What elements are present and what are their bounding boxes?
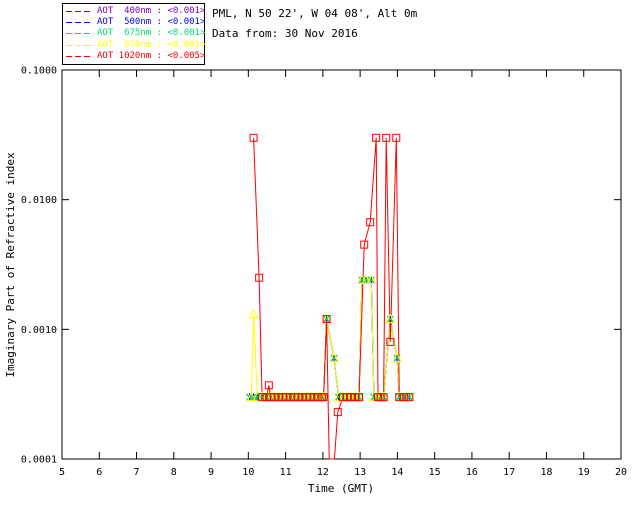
series-marker-1020nm bbox=[372, 133, 381, 142]
series-line-1020nm bbox=[253, 137, 410, 460]
series-marker-870nm bbox=[329, 352, 339, 363]
series-marker-1020nm bbox=[386, 337, 395, 346]
series-marker-675nm bbox=[386, 315, 394, 323]
x-tick-label: 20 bbox=[615, 467, 627, 478]
series-marker-1020nm bbox=[294, 393, 303, 402]
series-marker-1020nm bbox=[258, 393, 267, 402]
series-marker-1020nm bbox=[249, 133, 258, 142]
x-tick-label: 9 bbox=[208, 467, 214, 478]
series-marker-1020nm bbox=[366, 218, 375, 227]
x-axis-label: Time (GMT) bbox=[308, 482, 374, 495]
series-marker-870nm bbox=[248, 308, 259, 319]
series-marker-1020nm bbox=[306, 393, 315, 402]
series-marker-870nm bbox=[361, 274, 371, 285]
legend-dash-sample-icon bbox=[66, 44, 92, 46]
series-line-870nm bbox=[250, 279, 410, 398]
y-tick-label: 0.0010 bbox=[21, 325, 57, 336]
series-marker-870nm bbox=[366, 274, 377, 285]
legend-item-label: AOT 870nm : <0.001> bbox=[97, 39, 206, 50]
x-tick-label: 19 bbox=[578, 467, 590, 478]
x-tick-label: 7 bbox=[134, 467, 140, 478]
legend-item-label: AOT 400nm : <0.001> bbox=[97, 6, 206, 16]
series-marker-1020nm bbox=[346, 393, 355, 402]
series-marker-1020nm bbox=[298, 393, 307, 402]
legend-item-870nm: AOT 870nm : <0.001> bbox=[65, 39, 206, 51]
series-marker-870nm bbox=[246, 391, 257, 402]
legend-dash-sample-icon bbox=[66, 33, 92, 35]
series-marker-1020nm bbox=[355, 393, 364, 402]
x-tick-label: 11 bbox=[280, 467, 292, 478]
series-marker-675nm bbox=[330, 354, 338, 362]
legend-item-1020nm: AOT 1020nm : <0.005> bbox=[65, 50, 206, 62]
legend-item-label: AOT 675nm : <0.001> bbox=[97, 28, 206, 39]
series-marker-1020nm bbox=[379, 393, 388, 402]
series-marker-1020nm bbox=[392, 133, 401, 142]
x-tick-label: 6 bbox=[96, 467, 102, 478]
series-marker-1020nm bbox=[338, 393, 347, 402]
x-tick-label: 16 bbox=[466, 467, 478, 478]
legend-item-400nm: AOT 400nm : <0.001> bbox=[65, 6, 206, 17]
series-marker-675nm bbox=[355, 393, 363, 401]
y-tick-label: 0.0001 bbox=[21, 455, 57, 466]
series-marker-870nm bbox=[385, 313, 396, 324]
legend-dash-sample-icon bbox=[66, 11, 92, 13]
x-tick-label: 10 bbox=[242, 467, 254, 478]
series-marker-870nm bbox=[392, 352, 402, 363]
series-marker-1020nm bbox=[319, 393, 328, 402]
series-marker-675nm bbox=[393, 354, 401, 362]
legend-item-500nm: AOT 500nm : <0.001> bbox=[65, 17, 206, 28]
series-marker-1020nm bbox=[286, 393, 295, 402]
series-marker-1020nm bbox=[255, 273, 264, 282]
legend-item-675nm: AOT 675nm : <0.001> bbox=[65, 28, 206, 39]
x-tick-label: 18 bbox=[540, 467, 552, 478]
x-tick-label: 12 bbox=[317, 467, 329, 478]
y-axis-label: Imaginary Part of Refractive index bbox=[4, 152, 17, 378]
series-marker-1020nm bbox=[333, 408, 342, 417]
x-tick-label: 5 bbox=[59, 467, 65, 478]
series-marker-1020nm bbox=[382, 133, 391, 142]
legend-dash-sample-icon bbox=[66, 55, 92, 57]
series-marker-1020nm bbox=[264, 381, 273, 390]
series-marker-675nm bbox=[258, 393, 266, 401]
series-marker-675nm bbox=[362, 276, 370, 284]
series-marker-1020nm bbox=[350, 393, 359, 402]
series-marker-1020nm bbox=[270, 393, 279, 402]
series-marker-1020nm bbox=[322, 315, 331, 324]
x-tick-label: 14 bbox=[391, 467, 403, 478]
legend-box: AOT 400nm : <0.001> AOT 500nm : <0.001> AO… bbox=[62, 3, 205, 65]
y-tick-label: 0.1000 bbox=[21, 66, 57, 77]
x-tick-label: 8 bbox=[171, 467, 177, 478]
series-marker-1020nm bbox=[405, 393, 414, 402]
series-marker-675nm bbox=[323, 315, 330, 323]
legend-dash-sample-icon bbox=[66, 22, 92, 24]
series-marker-1020nm bbox=[274, 393, 283, 402]
series-marker-675nm bbox=[395, 393, 403, 401]
station-info: PML, N 50 22', W 04 08', Alt 0m bbox=[212, 7, 418, 20]
data-date: Data from: 30 Nov 2016 bbox=[212, 27, 358, 40]
legend-item-label: AOT 1020nm : <0.005> bbox=[97, 50, 206, 61]
x-tick-label: 15 bbox=[429, 467, 441, 478]
legend-item-label: AOT 500nm : <0.001> bbox=[97, 17, 206, 28]
series-marker-1020nm bbox=[400, 393, 409, 402]
y-tick-label: 0.0100 bbox=[21, 195, 57, 206]
x-tick-label: 13 bbox=[354, 467, 366, 478]
series-marker-1020nm bbox=[262, 393, 271, 402]
series-marker-1020nm bbox=[395, 393, 404, 402]
x-tick-label: 17 bbox=[503, 467, 515, 478]
plot-frame bbox=[61, 69, 622, 460]
series-marker-1020nm bbox=[360, 240, 369, 249]
series-marker-1020nm bbox=[282, 393, 291, 402]
